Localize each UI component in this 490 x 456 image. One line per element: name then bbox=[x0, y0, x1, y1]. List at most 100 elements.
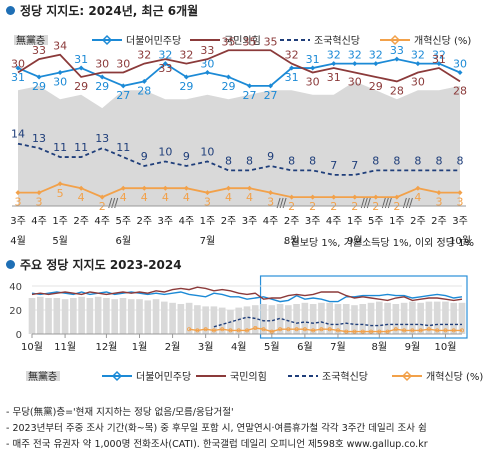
point-democratic bbox=[36, 74, 42, 80]
point-reform bbox=[141, 185, 147, 191]
data-label-reform: 2 bbox=[309, 200, 316, 213]
month-label: 8월 bbox=[284, 235, 300, 247]
month-label: 2월 bbox=[165, 341, 181, 353]
point-reform bbox=[377, 329, 382, 334]
point-reform bbox=[415, 185, 421, 191]
data-label-democratic: 32 bbox=[327, 49, 341, 62]
month-label: 9월 bbox=[347, 235, 363, 247]
point-reform bbox=[335, 328, 340, 333]
point-reform bbox=[236, 328, 241, 333]
legend-label-rebuilding: 조국혁신당 bbox=[314, 35, 360, 47]
data-label-rebuilding: 8 bbox=[246, 154, 253, 167]
data-label-rebuilding: 8 bbox=[225, 154, 232, 167]
month-label: 9월 bbox=[405, 341, 421, 353]
data-label-reform: 4 bbox=[120, 191, 127, 204]
point-reform bbox=[352, 329, 357, 334]
bar-nonpartisan bbox=[359, 304, 367, 334]
point-democratic bbox=[289, 65, 295, 71]
point-reform bbox=[278, 327, 283, 332]
month-label: 6월 bbox=[115, 235, 131, 247]
bar-nonpartisan bbox=[70, 298, 77, 334]
month-label: 10월 bbox=[434, 341, 456, 353]
data-label-rebuilding: 8 bbox=[393, 154, 400, 167]
data-label-ppp: 30 bbox=[95, 58, 109, 71]
data-label-reform: 3 bbox=[435, 196, 442, 209]
data-label-democratic: 29 bbox=[32, 80, 46, 93]
point-reform bbox=[302, 327, 307, 332]
data-label-reform: 3 bbox=[457, 196, 464, 209]
bar-nonpartisan bbox=[409, 301, 416, 334]
y-tick-label: 20 bbox=[9, 306, 22, 317]
legend-swatch-nonpartisan bbox=[14, 35, 48, 45]
bar-nonpartisan bbox=[351, 305, 358, 334]
bar-nonpartisan bbox=[111, 299, 118, 334]
month-label: 7월 bbox=[330, 341, 346, 353]
data-label-democratic: 32 bbox=[432, 49, 446, 62]
bar-nonpartisan bbox=[301, 302, 309, 334]
bar-nonpartisan bbox=[392, 304, 400, 334]
point-reform bbox=[457, 190, 463, 196]
x-tick-label: 1주 bbox=[347, 216, 363, 227]
data-label-ppp: 34 bbox=[53, 40, 67, 53]
month-label: 5월 bbox=[52, 235, 68, 247]
data-label-rebuilding: 7 bbox=[351, 159, 358, 172]
point-democratic bbox=[352, 61, 358, 67]
data-label-democratic: 27 bbox=[264, 89, 278, 102]
bar-nonpartisan bbox=[53, 298, 61, 334]
data-label-democratic: 32 bbox=[369, 49, 383, 62]
point-reform bbox=[120, 185, 126, 191]
data-label-ppp: 32 bbox=[179, 49, 193, 62]
data-label-democratic: 31 bbox=[74, 53, 88, 66]
point-reform bbox=[269, 329, 274, 334]
point-reform bbox=[443, 328, 448, 333]
data-label-reform: 4 bbox=[141, 191, 148, 204]
point-reform bbox=[228, 328, 233, 333]
x-tick-label: 3주 bbox=[452, 216, 468, 227]
x-tick-label: 3주 bbox=[158, 216, 174, 227]
footnote-3: - 매주 전국 유권자 약 1,000명 전화조사(CATI). 한국갤럽 데일… bbox=[6, 439, 428, 450]
data-label-reform: 4 bbox=[225, 191, 232, 204]
month-label: 12월 bbox=[95, 341, 117, 353]
bar-nonpartisan bbox=[144, 300, 152, 334]
line-reform bbox=[18, 182, 460, 199]
data-label-democratic: 32 bbox=[348, 49, 362, 62]
point-reform bbox=[360, 329, 365, 334]
point-democratic bbox=[162, 61, 168, 67]
month-label: 3월 bbox=[198, 341, 214, 353]
point-reform bbox=[426, 327, 431, 332]
point-reform bbox=[294, 327, 299, 332]
x-tick-label: 3주 bbox=[305, 216, 321, 227]
point-reform bbox=[36, 190, 42, 196]
point-reform bbox=[78, 185, 84, 191]
bar-nonpartisan bbox=[235, 307, 243, 334]
x-tick-label: 2주 bbox=[431, 216, 447, 227]
legend-label-democratic: 더불어민주당 bbox=[126, 35, 181, 47]
bullet-icon bbox=[6, 6, 15, 15]
data-label-rebuilding: 8 bbox=[457, 154, 464, 167]
data-label-rebuilding: 9 bbox=[183, 150, 190, 163]
point-reform bbox=[203, 327, 208, 332]
point-reform bbox=[99, 194, 105, 200]
bar-nonpartisan bbox=[425, 301, 433, 334]
data-label-ppp: 31 bbox=[327, 71, 341, 84]
legend-label-nonpartisan: 無黨층 bbox=[16, 34, 45, 47]
legend-marker-democratic bbox=[101, 34, 113, 46]
line-rebuilding bbox=[213, 316, 462, 328]
line-ppp bbox=[31, 286, 463, 302]
data-label-democratic: 27 bbox=[243, 89, 257, 102]
data-label-reform: 2 bbox=[330, 200, 337, 213]
minor-party-note: - 진보당 1%, 기본소득당 1%, 이외 정당 1% bbox=[283, 238, 474, 249]
bar-nonpartisan bbox=[376, 301, 383, 334]
bullet-icon bbox=[6, 260, 15, 269]
data-label-ppp: 35 bbox=[264, 35, 278, 48]
data-label-ppp: 33 bbox=[32, 44, 46, 57]
bar-nonpartisan bbox=[218, 307, 226, 334]
bar-nonpartisan bbox=[442, 301, 449, 334]
chart-title-main-text: 정당 지지도: 2024년, 최근 6개월 bbox=[20, 4, 199, 18]
data-label-ppp: 31 bbox=[432, 53, 446, 66]
point-democratic bbox=[120, 83, 126, 89]
bar-nonpartisan bbox=[433, 301, 441, 334]
point-democratic bbox=[204, 70, 210, 75]
point-reform bbox=[319, 327, 324, 332]
month-label: 10월 bbox=[449, 235, 471, 247]
